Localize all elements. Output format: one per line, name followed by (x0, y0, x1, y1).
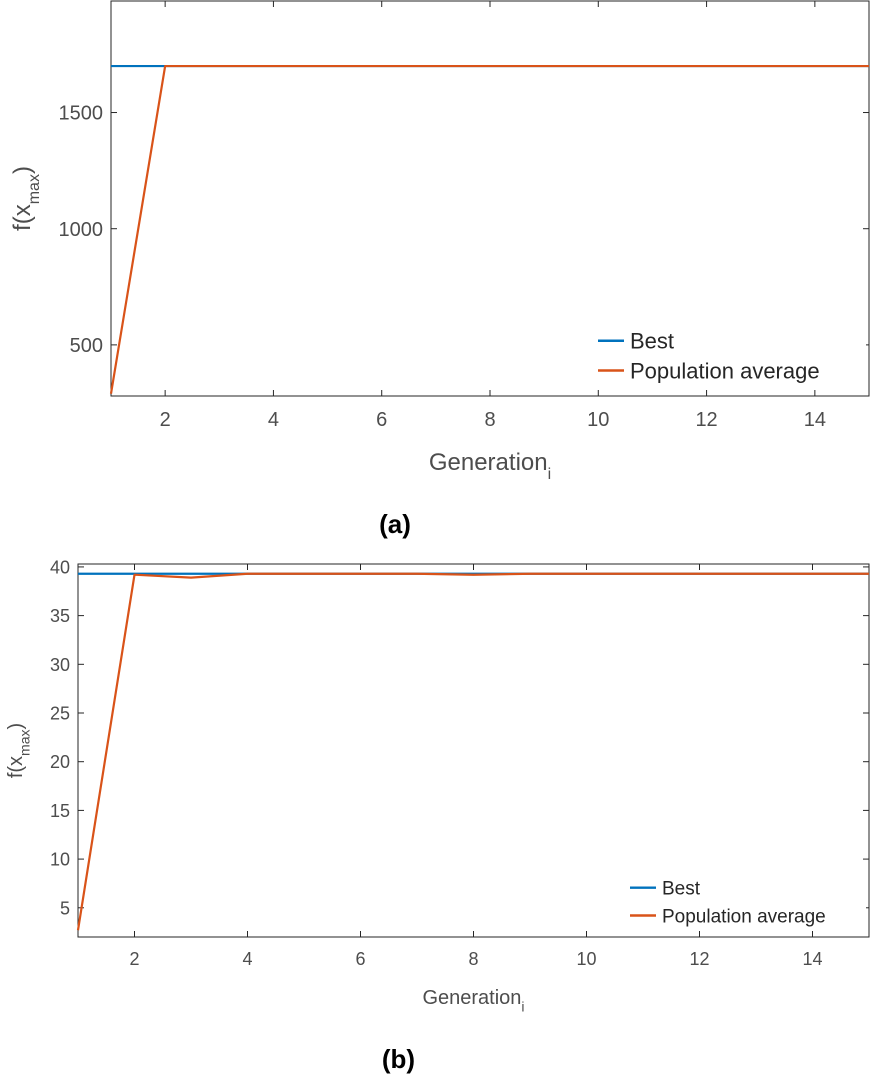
y-tick-label: 5 (60, 898, 70, 918)
chart-panel-a: 2 4 6 8 10 12 14 500 1000 1500 Generationi f(xmax) B… (9, 0, 870, 539)
y-axis-label: f(xmax) (5, 723, 33, 778)
panel-label: (a) (379, 509, 411, 539)
y-tick-label: 30 (50, 655, 70, 675)
x-tick-label: 4 (268, 409, 279, 431)
y-tick-label: 20 (50, 752, 70, 772)
y-tick-label: 500 (70, 335, 103, 357)
legend-box (592, 324, 866, 386)
y-tick-label: 35 (50, 606, 70, 626)
y-axis-label: f(xmax) (9, 166, 43, 231)
x-tick-label: 14 (804, 409, 826, 431)
x-tick-label: 12 (695, 409, 717, 431)
y-axis-label-text: f(x (9, 204, 36, 231)
x-tick-label: 14 (802, 949, 822, 969)
x-axis-label: Generationi (422, 987, 524, 1015)
legend-label-population-average: Population average (630, 358, 820, 383)
y-axis-label-subscript: max (17, 730, 33, 756)
y-axis-label-close: ) (9, 166, 36, 174)
legend-box (624, 872, 866, 930)
x-tick-label: 8 (468, 949, 478, 969)
x-axis-label-subscript: i (521, 999, 524, 1015)
y-tick-label: 15 (50, 801, 70, 821)
y-axis-label-subscript: max (26, 174, 43, 204)
legend: Best Population average (592, 324, 866, 386)
y-axis-label-close: ) (5, 723, 27, 730)
x-tick-label: 2 (160, 409, 171, 431)
series-line-population-average (76, 572, 869, 931)
legend-label-best: Best (662, 879, 701, 900)
chart-panel-b: 2 4 6 8 10 12 14 5 10 15 20 25 30 35 40 Generationi f(xm… (5, 557, 870, 1074)
x-tick-label: 8 (484, 409, 495, 431)
x-tick-label: 6 (355, 949, 365, 969)
y-tick-label: 10 (50, 850, 70, 870)
series-line-population-average (109, 64, 869, 394)
y-tick-label: 1000 (59, 219, 104, 241)
legend-label-best: Best (630, 329, 674, 354)
y-tick-label: 25 (50, 703, 70, 723)
x-tick-label: 2 (129, 949, 139, 969)
y-axis-label-text: f(x (5, 756, 27, 778)
y-tick-label: 40 (50, 557, 70, 577)
x-tick-label: 4 (242, 949, 252, 969)
y-tick-label: 1500 (59, 103, 104, 125)
x-axis-label-text: Generation (422, 987, 521, 1009)
legend: Best Population average (624, 872, 866, 930)
x-tick-label: 12 (689, 949, 709, 969)
x-axis-label-text: Generation (429, 449, 548, 476)
x-tick-label: 6 (376, 409, 387, 431)
x-axis-label-subscript: i (548, 466, 552, 483)
panel-label: (b) (382, 1044, 415, 1074)
x-tick-label: 10 (587, 409, 609, 431)
legend-label-population-average: Population average (662, 906, 826, 927)
x-axis-label: Generationi (429, 449, 551, 483)
x-tick-label: 10 (576, 949, 596, 969)
